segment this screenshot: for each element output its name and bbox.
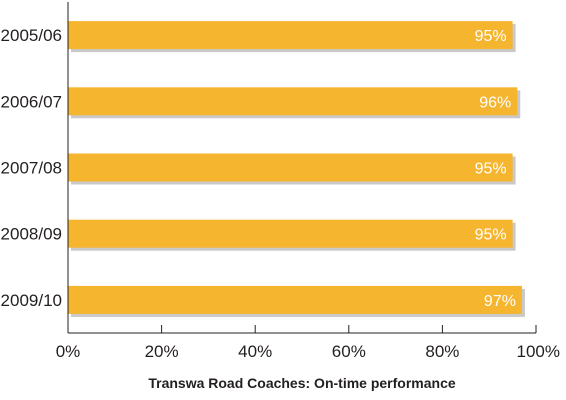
x-tick-label: 0% <box>56 342 81 361</box>
x-tick-label: 80% <box>425 342 459 361</box>
x-tick-label: 40% <box>238 342 272 361</box>
bar-2005-06 <box>68 21 513 50</box>
category-label: 2007/08 <box>1 159 62 178</box>
chart-title: Transwa Road Coaches: On-time performanc… <box>148 375 456 391</box>
bar-2009-10 <box>68 285 522 314</box>
data-label: 96% <box>479 94 511 111</box>
bar-2008-09 <box>68 219 513 248</box>
category-label: 2009/10 <box>1 291 62 310</box>
category-label: 2005/06 <box>1 26 62 45</box>
bar-2006-07 <box>68 87 518 116</box>
data-label: 97% <box>484 293 516 310</box>
category-label: 2006/07 <box>1 92 62 111</box>
x-tick-label: 100% <box>517 342 560 361</box>
bar-2007-08 <box>68 153 513 182</box>
category-label: 2008/09 <box>1 225 62 244</box>
axis-layer: 2005/06 2006/07 2007/08 2008/09 2009/10 0% 20%… <box>1 2 560 361</box>
data-label: 95% <box>475 161 507 178</box>
data-label: 95% <box>475 227 507 244</box>
bars-layer: 95% 96% 95% 95% 97% <box>68 21 525 317</box>
x-tick-label: 60% <box>332 342 366 361</box>
x-tick-label: 20% <box>145 342 179 361</box>
data-label: 95% <box>475 28 507 45</box>
